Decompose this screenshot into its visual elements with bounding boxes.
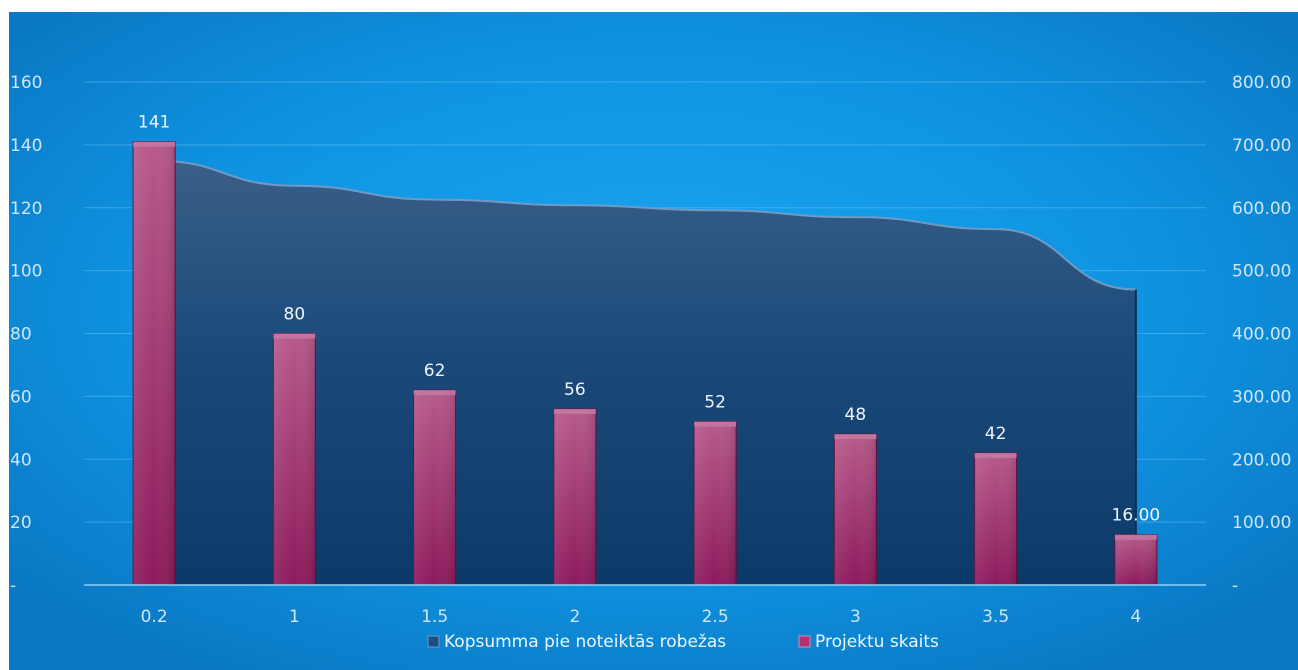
y-left-tick-label: 160 [10, 73, 42, 93]
y-right-tick-label: 100.00 [1232, 513, 1291, 533]
y-right-tick-label: 300.00 [1232, 387, 1291, 407]
y-left-tick-label: 100 [10, 262, 42, 282]
bar-top-bevel [413, 390, 456, 396]
x-tick-label: 0.2 [141, 607, 168, 627]
y-left-tick-label: 60 [10, 387, 32, 407]
data-label: 48 [845, 405, 867, 425]
data-label: 62 [424, 361, 446, 381]
bar-shade [413, 390, 456, 585]
data-label: 52 [704, 393, 726, 413]
bar-top-bevel [553, 408, 596, 414]
x-tick-label: 1 [289, 607, 300, 627]
bar-top-bevel [1114, 534, 1157, 540]
x-tick-label: 3 [850, 607, 861, 627]
y-right-tick-label: 700.00 [1232, 136, 1291, 156]
bar-shade [553, 408, 596, 585]
data-label: 56 [564, 380, 586, 400]
bar-series [132, 141, 1158, 586]
x-tick-label: 4 [1130, 607, 1141, 627]
y-right-tick-label: 400.00 [1232, 325, 1291, 345]
data-label: 141 [138, 113, 170, 133]
data-labels: 141 80 62 56 52 48 42 16.00 [138, 113, 1160, 526]
y-left-tick-label: 20 [10, 513, 32, 533]
data-label: 42 [985, 424, 1007, 444]
axes: - - 20 100.00 40 200.00 60 300.00 80 400.00 100 500… [10, 73, 1291, 627]
y-left-tick-label: - [10, 576, 16, 596]
y-right-tick-label: 500.00 [1232, 262, 1291, 282]
legend-swatch [427, 635, 440, 648]
area-fill [154, 160, 1136, 585]
y-left-tick-label: 80 [10, 325, 32, 345]
data-label: 80 [284, 305, 306, 325]
bar-shade [834, 434, 877, 585]
x-tick-label: 2.5 [702, 607, 729, 627]
bar-shade [694, 421, 737, 585]
bar-shade [974, 452, 1017, 585]
data-label: 16.00 [1112, 506, 1161, 526]
bar-top-bevel [133, 141, 176, 147]
y-right-tick-label: - [1232, 576, 1238, 596]
y-left-tick-label: 120 [10, 199, 42, 219]
x-tick-label: 1.5 [421, 607, 448, 627]
bar-top-bevel [273, 333, 316, 339]
legend-label: Kopsumma pie noteiktās robežas [444, 632, 726, 652]
y-right-tick-label: 600.00 [1232, 199, 1291, 219]
y-left-tick-label: 40 [10, 450, 32, 470]
x-tick-label: 3.5 [982, 607, 1009, 627]
x-tick-label: 2 [569, 607, 580, 627]
legend-swatch [798, 635, 811, 648]
bar-top-bevel [974, 452, 1017, 458]
bar-top-bevel [834, 434, 877, 440]
y-right-tick-label: 800.00 [1232, 73, 1291, 93]
bar-top-bevel [694, 421, 737, 427]
bar-shade [133, 141, 176, 585]
y-left-tick-label: 140 [10, 136, 42, 156]
area-top-edge [154, 159, 1136, 291]
bar-shade [1114, 534, 1157, 585]
legend-label: Projektu skaits [815, 632, 939, 652]
bar-shade [273, 333, 316, 585]
y-right-tick-label: 200.00 [1232, 450, 1291, 470]
legend: Kopsumma pie noteiktās robežas Projektu s… [427, 632, 939, 652]
